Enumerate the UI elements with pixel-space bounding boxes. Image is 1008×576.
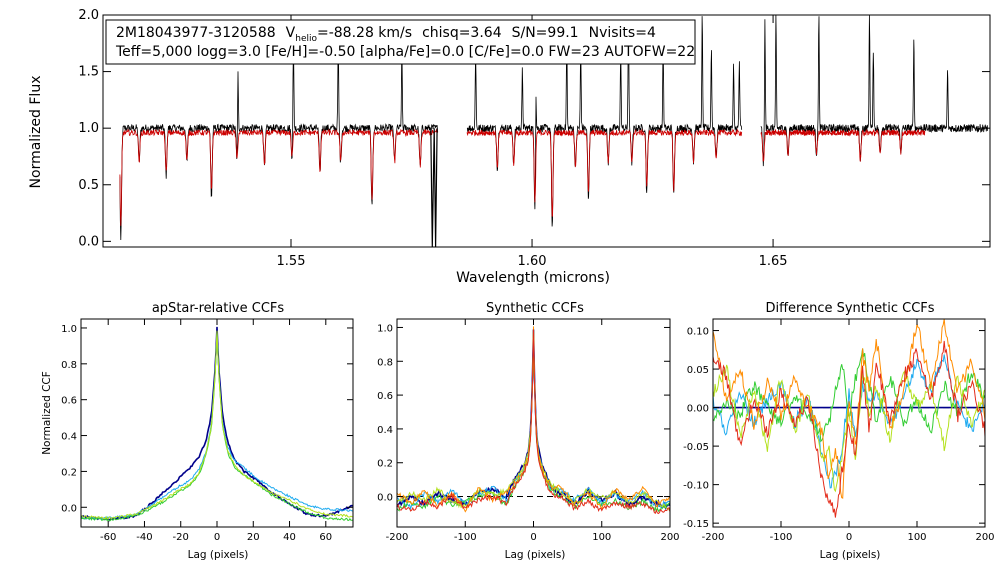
xtick-label: -100	[454, 532, 477, 543]
xtick-label: 100	[592, 532, 611, 543]
ccf-visit-6-line	[712, 340, 986, 518]
apstar-ccf-axes-frame	[80, 318, 354, 528]
info-box-frame	[105, 19, 696, 65]
spectrum-info-box: 2M18043977-3120588 Vhelio=-88.28 km/s chis…	[105, 19, 696, 65]
ytick-label: 0.2	[61, 467, 77, 478]
ytick-label: -0.10	[683, 481, 709, 492]
info-vhelio-subscript: helio	[295, 34, 317, 44]
spectrum-series-group	[119, 14, 988, 248]
ccf-visit-3-line	[80, 332, 354, 522]
info-sn: S/N=99.1	[512, 25, 579, 41]
difference-ccf-series-group	[712, 318, 986, 518]
ccf-visit-3-line	[396, 329, 671, 513]
xtick-label: 200	[975, 532, 994, 543]
xtick-label: -20	[173, 532, 189, 543]
ytick-label: 0.4	[377, 425, 393, 436]
ytick-label: 0.10	[687, 327, 709, 338]
apstar-ccf-series-group	[80, 326, 354, 522]
info-vhelio-prefix: V	[286, 25, 296, 41]
xtick-label: 1.55	[277, 254, 306, 269]
difference-ccf-xlabel: Lag (pixels)	[820, 549, 881, 561]
spectrum-telluric-drop	[430, 128, 438, 248]
xtick-label: 0	[530, 532, 536, 543]
spectrum-ticks: 1.55 1.60 1.65 0.0 0.5 1.0 1.5 2.0	[78, 8, 990, 269]
ytick-label: 0.0	[377, 493, 393, 504]
spectrum-plot-area	[102, 14, 991, 248]
xtick-label: 60	[319, 532, 332, 543]
difference-ccf-panel: Difference Synthetic CCFs -200 -100 0 100 20…	[683, 301, 994, 561]
info-chisq: chisq=3.64	[422, 25, 502, 41]
xtick-label: 0	[214, 532, 220, 543]
ytick-label: 0.0	[61, 503, 77, 514]
ytick-label: 1.5	[78, 65, 99, 80]
xtick-label: 1.65	[759, 254, 788, 269]
spectrum-observed-line	[119, 40, 439, 241]
xtick-label: 40	[283, 532, 296, 543]
info-vhelio-value: =-88.28 km/s	[317, 25, 412, 41]
spectrum-synthetic-line	[119, 128, 439, 226]
ytick-label: 2.0	[78, 8, 99, 23]
ccf-visit-2-line	[80, 331, 354, 520]
ytick-label: 0.8	[61, 360, 77, 371]
synthetic-ccf-panel: Synthetic CCFs -200 -100 0 100 200 0.0 0.2 0.4 0…	[377, 301, 679, 561]
ytick-label: -0.15	[683, 519, 709, 530]
apstar-ccf-ylabel: Normalized CCF	[41, 371, 53, 455]
ccf-visit-5-line	[396, 326, 671, 513]
ytick-label: 0.4	[61, 432, 77, 443]
xtick-label: -60	[100, 532, 116, 543]
ccf-visit-1-line	[80, 326, 354, 522]
ccf-visit-4-line	[81, 330, 354, 520]
info-line-1: 2M18043977-3120588 Vhelio=-88.28 km/s chis…	[116, 25, 656, 44]
spectrum-xlabel: Wavelength (microns)	[456, 270, 610, 286]
ytick-label: 0.8	[377, 357, 393, 368]
spectrum-panel: 1.55 1.60 1.65 0.0 0.5 1.0 1.5 2.0 2M18043977-3…	[28, 8, 991, 286]
difference-ccf-title: Difference Synthetic CCFs	[765, 301, 934, 316]
ytick-label: 1.0	[61, 324, 77, 335]
ytick-label: 0.2	[377, 459, 393, 470]
xtick-label: -200	[386, 532, 409, 543]
ytick-label: 0.6	[377, 391, 393, 402]
info-nvisits: Nvisits=4	[589, 25, 656, 41]
ytick-label: 1.0	[377, 323, 393, 334]
ytick-label: 0.05	[687, 365, 709, 376]
info-star-id: 2M18043977-3120588	[116, 25, 276, 41]
spectrum-axes-frame	[102, 14, 991, 248]
spectrum-observed-line	[760, 14, 988, 167]
apstar-ccf-ticks: -60 -40 -20 0 20 40 60 0.0 0.2 0.4 0.6 0.8 1.0	[61, 319, 353, 543]
xtick-label: 200	[660, 532, 679, 543]
apstar-ccf-panel: apStar-relative CCFs -60 -40 -20 0 20 40 60 0.0…	[41, 301, 354, 561]
ytick-label: 1.0	[78, 121, 99, 136]
xtick-label: -200	[702, 532, 725, 543]
spectrum-ylabel: Normalized Flux	[28, 76, 44, 189]
xtick-label: 20	[247, 532, 260, 543]
synthetic-ccf-series-group	[396, 326, 671, 515]
spectrum-synthetic-line	[466, 128, 743, 217]
ytick-label: 0.6	[61, 396, 77, 407]
xtick-label: -40	[136, 532, 152, 543]
synthetic-ccf-title: Synthetic CCFs	[486, 301, 584, 316]
ccf-visit-2-line	[712, 354, 986, 489]
difference-ccf-ticks: -200 -100 0 100 200 -0.15 -0.10 -0.05 0.00 0.05 0.…	[683, 319, 995, 543]
spectrum-synthetic-line	[760, 128, 926, 162]
synthetic-ccf-xlabel: Lag (pixels)	[505, 549, 566, 561]
xtick-label: 1.60	[518, 254, 547, 269]
ytick-label: 0.0	[78, 234, 99, 249]
xtick-label: 0	[846, 532, 852, 543]
ytick-label: 0.5	[78, 178, 99, 193]
xtick-label: -100	[770, 532, 793, 543]
apstar-ccf-title: apStar-relative CCFs	[152, 301, 285, 316]
ytick-label: -0.05	[683, 442, 709, 453]
info-line-2: Teff=5,000 logg=3.0 [Fe/H]=-0.50 [alpha/…	[115, 44, 695, 60]
xtick-label: 100	[907, 532, 926, 543]
synthetic-ccf-ticks: -200 -100 0 100 200 0.0 0.2 0.4 0.6 0.8 1.0	[377, 319, 680, 543]
ccf-visit-6-line	[396, 329, 671, 515]
apstar-ccf-xlabel: Lag (pixels)	[188, 549, 249, 561]
ytick-label: 0.00	[687, 404, 709, 415]
